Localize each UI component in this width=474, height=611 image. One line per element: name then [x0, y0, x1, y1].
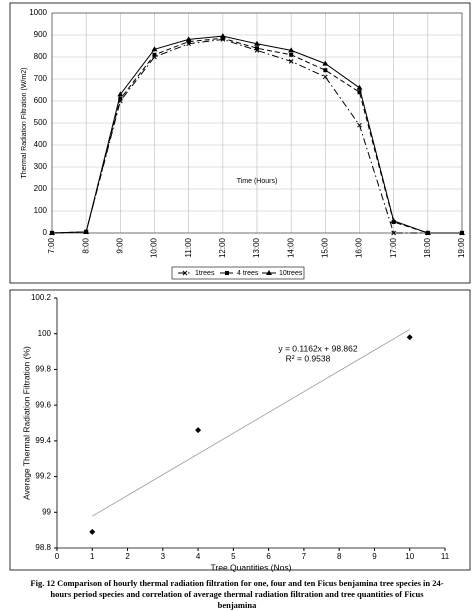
- y-axis-title: Average Thermal Radiation Filtration (%): [21, 346, 31, 500]
- y-axis-title: Thermal Radiation Filtration (W/m2): [21, 68, 28, 179]
- marker: [288, 47, 295, 53]
- marker: [406, 334, 413, 341]
- marker: [219, 33, 226, 39]
- annotation: R² = 0.9538: [286, 353, 331, 363]
- x-tick-label: 16:00: [355, 237, 364, 258]
- marker: [89, 528, 96, 535]
- y-tick-label: 100: [38, 329, 52, 338]
- marker: [185, 36, 192, 42]
- y-tick-label: 1000: [29, 8, 47, 17]
- marker: [152, 52, 157, 57]
- marker: [83, 228, 90, 234]
- marker: [288, 59, 294, 64]
- marker: [195, 427, 202, 434]
- y-tick-label: 100.2: [31, 293, 52, 302]
- marker: [266, 270, 272, 275]
- x-tick-label: 8: [337, 552, 342, 561]
- chart-frame: [9, 289, 471, 571]
- x-tick-label: 11:00: [184, 237, 193, 257]
- marker: [424, 230, 431, 235]
- y-tick-label: 900: [34, 30, 48, 39]
- x-axis-title: Time (Hours): [237, 178, 278, 185]
- marker: [391, 230, 397, 236]
- y-tick-label: 600: [34, 96, 48, 105]
- x-tick-label: 5: [231, 552, 236, 561]
- marker: [49, 230, 55, 235]
- chart-frame: [9, 2, 471, 284]
- annotation: y = 0.1162x + 98.862: [278, 343, 358, 353]
- legend-box: [171, 266, 305, 280]
- marker: [118, 96, 123, 101]
- y-tick-label: 800: [34, 52, 48, 61]
- y-tick-label: 99: [42, 507, 51, 516]
- x-tick-label: 9: [372, 552, 377, 561]
- y-tick-label: 99.8: [35, 365, 51, 374]
- x-tick-label: 7: [302, 552, 307, 561]
- legend-label: 10trees: [279, 270, 303, 277]
- x-tick-label: 10:00: [150, 237, 159, 258]
- marker: [254, 40, 260, 46]
- x-axis-title: Tree Quantities (Nos): [211, 562, 292, 572]
- x-tick-label: 19:00: [457, 237, 466, 258]
- x-tick-label: 18:00: [423, 237, 432, 258]
- y-tick-label: 99.4: [35, 436, 51, 445]
- x-tick-label: 9:00: [115, 237, 124, 253]
- marker: [322, 74, 328, 80]
- marker: [220, 36, 225, 41]
- x-tick-label: 0: [55, 552, 60, 561]
- marker: [151, 46, 158, 52]
- marker: [357, 90, 362, 95]
- y-tick-label: 700: [34, 74, 48, 83]
- marker: [323, 68, 328, 73]
- marker: [225, 271, 229, 275]
- x-tick-label: 14:00: [286, 237, 295, 258]
- y-tick-label: 300: [34, 162, 48, 171]
- y-tick-label: 100: [34, 206, 48, 215]
- x-tick-label: 10: [405, 552, 414, 561]
- x-tick-label: 15:00: [320, 237, 329, 258]
- y-tick-label: 400: [34, 140, 48, 149]
- legend-label: 1trees: [195, 270, 215, 277]
- plot-border: [51, 12, 463, 234]
- y-tick-label: 98.8: [35, 543, 51, 552]
- y-tick-label: 500: [34, 118, 48, 127]
- trendline: [92, 329, 410, 517]
- caption: Fig. 12 Comparison of hourly thermal rad…: [30, 578, 444, 610]
- marker: [357, 122, 362, 128]
- legend-label: 4 trees: [237, 270, 259, 277]
- marker: [459, 230, 465, 235]
- y-tick-label: 0: [43, 228, 48, 237]
- marker: [186, 39, 191, 44]
- x-tick-label: 11: [441, 552, 450, 561]
- x-tick-label: 7:00: [47, 237, 56, 253]
- x-tick-label: 1: [90, 552, 95, 561]
- marker: [182, 270, 188, 276]
- x-tick-label: 3: [161, 552, 166, 561]
- x-tick-label: 6: [266, 552, 271, 561]
- y-tick-label: 200: [34, 184, 48, 193]
- marker: [289, 52, 294, 57]
- x-tick-label: 17:00: [389, 237, 398, 258]
- x-tick-label: 13:00: [252, 237, 261, 258]
- x-tick-label: 8:00: [81, 237, 90, 253]
- x-tick-label: 4: [196, 552, 201, 561]
- y-tick-label: 99.2: [35, 472, 51, 481]
- marker: [356, 84, 363, 90]
- marker: [117, 91, 124, 97]
- x-tick-label: 12:00: [218, 237, 227, 258]
- marker: [255, 46, 259, 51]
- x-tick-label: 2: [125, 552, 130, 561]
- marker: [390, 217, 397, 223]
- marker: [322, 60, 329, 66]
- y-tick-label: 99.6: [35, 400, 51, 409]
